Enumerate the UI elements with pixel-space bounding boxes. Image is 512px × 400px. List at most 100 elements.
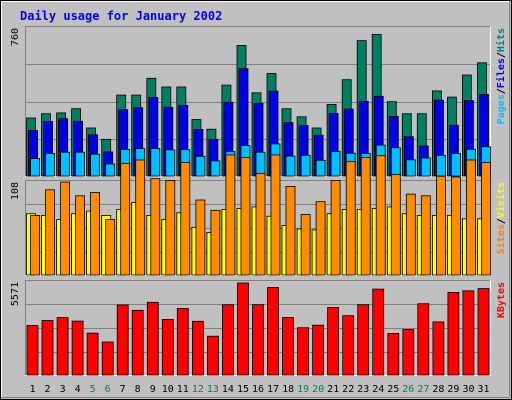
bar-sites	[75, 195, 85, 276]
bar-sites	[180, 162, 191, 276]
day-label: 20	[312, 384, 324, 395]
day-label: 9	[150, 384, 156, 395]
legend-separator: /	[496, 88, 507, 94]
bar-kbytes	[312, 324, 325, 376]
bar-kbytes	[146, 301, 159, 376]
bar-sites	[195, 199, 206, 276]
bar-kbytes	[71, 320, 84, 376]
bar-kbytes	[267, 286, 279, 376]
bar-sites	[60, 181, 70, 276]
day-label: 1	[29, 384, 35, 395]
day-label: 21	[327, 384, 339, 395]
bar-kbytes	[342, 315, 355, 376]
chart-title: Daily usage for January 2002	[20, 9, 222, 23]
bar-kbytes	[252, 304, 264, 376]
bar-sites	[165, 179, 176, 276]
bar-sites	[120, 162, 131, 276]
bar-kbytes	[372, 288, 385, 376]
bar-sites	[345, 161, 356, 276]
day-label: 15	[237, 384, 249, 395]
bar-kbytes	[86, 332, 99, 376]
bar-pages	[450, 152, 461, 177]
bar-kbytes	[357, 304, 370, 376]
bar-kbytes	[41, 320, 54, 376]
day-label: 18	[282, 384, 294, 395]
bar-sites	[225, 154, 236, 276]
bar-sites	[45, 189, 55, 276]
day-label: 4	[75, 384, 81, 395]
bar-sites	[285, 185, 296, 276]
bar-kbytes	[26, 325, 39, 376]
bar-kbytes	[447, 291, 460, 376]
day-label: 6	[105, 384, 111, 395]
legend: Sites/Visits	[495, 182, 507, 254]
bar-kbytes	[176, 307, 189, 376]
day-label: 25	[387, 384, 399, 395]
bar-sites	[255, 173, 266, 276]
bar-pages	[195, 155, 206, 177]
bar-pages	[30, 158, 40, 177]
bar-pages	[405, 159, 416, 177]
bar-pages	[285, 155, 296, 177]
legend-separator: /	[496, 218, 507, 224]
bar-pages	[45, 152, 55, 177]
bar-pages	[420, 157, 431, 177]
day-label: 19	[297, 384, 309, 395]
day-label: 17	[267, 384, 279, 395]
ymax-label: 108	[10, 182, 21, 200]
bar-pages	[300, 154, 311, 177]
legend-entry: Visits	[495, 182, 507, 218]
bar-kbytes	[297, 327, 310, 376]
bar-sites	[315, 201, 326, 276]
bar-sites	[435, 175, 446, 276]
day-label: 22	[342, 384, 354, 395]
day-label: 8	[135, 384, 141, 395]
ymax-label: 5571	[10, 282, 21, 306]
bar-kbytes	[221, 304, 234, 376]
bar-pages	[75, 151, 85, 177]
day-label: 23	[357, 384, 369, 395]
legend-entry: Files	[495, 58, 507, 88]
day-label: 13	[207, 384, 219, 395]
bar-pages	[315, 159, 326, 177]
bar-sites	[375, 155, 386, 276]
bar-kbytes	[56, 317, 69, 376]
bar-sites	[105, 219, 116, 276]
bar-sites	[240, 156, 251, 276]
bar-kbytes	[327, 307, 340, 376]
bar-kbytes	[131, 309, 144, 376]
bar-sites	[481, 162, 491, 276]
legend-entry: Pages	[496, 94, 507, 124]
bar-sites	[330, 179, 341, 276]
bar-sites	[90, 191, 100, 276]
legend: KBytes	[496, 282, 507, 318]
day-label: 24	[372, 384, 384, 395]
bar-pages	[150, 148, 161, 177]
legend-entry: KBytes	[496, 282, 507, 318]
bar-kbytes	[402, 329, 415, 376]
bar-sites	[420, 195, 431, 276]
bar-pages	[165, 149, 176, 177]
day-labels: 1 2 3 4 5 6 7 8 9 10 11 12 13 14 15 16 17 18 19 20 21 22 23 24 2…	[29, 384, 489, 395]
bar-kbytes	[237, 282, 249, 376]
day-label: 7	[120, 384, 126, 395]
bar-sites	[270, 154, 281, 276]
day-label: 31	[477, 384, 489, 395]
day-label: 28	[432, 384, 444, 395]
day-label: 5	[90, 384, 96, 395]
bar-sites	[450, 176, 461, 276]
bar-sites	[300, 214, 311, 276]
bar-sites	[360, 156, 371, 276]
day-label: 11	[177, 384, 189, 395]
panel-bottom: 5571 KBytes	[10, 280, 507, 376]
day-label: 29	[447, 384, 459, 395]
bar-sites	[210, 209, 221, 276]
legend-separator: /	[496, 52, 507, 58]
day-label: 10	[162, 384, 174, 395]
bar-sites	[390, 174, 401, 276]
bar-kbytes	[432, 321, 445, 376]
bar-kbytes	[462, 290, 475, 376]
